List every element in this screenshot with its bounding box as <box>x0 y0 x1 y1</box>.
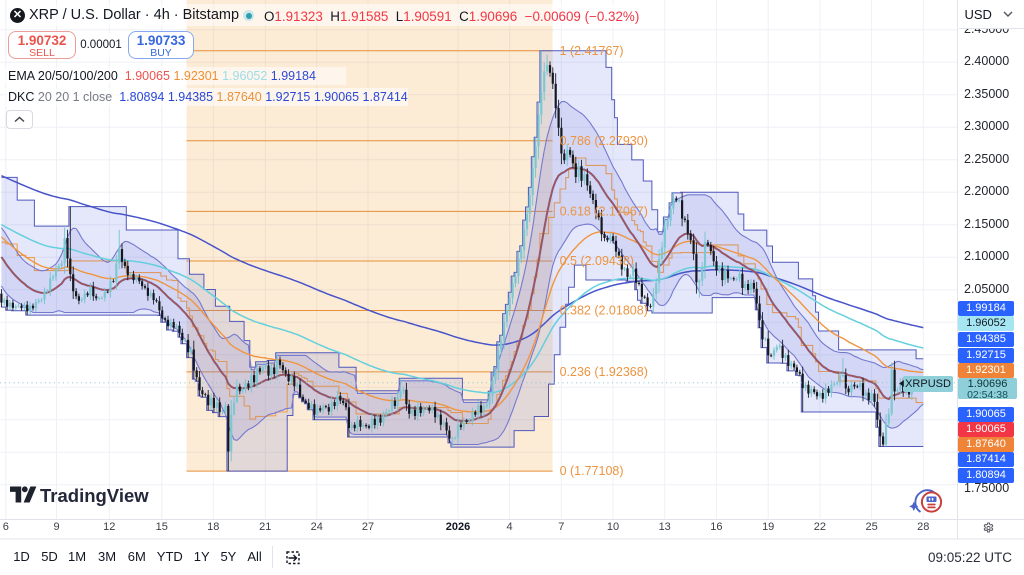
svg-text:0.5 (2.09438): 0.5 (2.09438) <box>560 254 634 268</box>
svg-text:1 (2.41767): 1 (2.41767) <box>560 44 624 58</box>
svg-text:0.786 (2.27930): 0.786 (2.27930) <box>560 134 648 148</box>
svg-text:0.236 (1.92368): 0.236 (1.92368) <box>560 365 648 379</box>
svg-text:TradingView: TradingView <box>40 485 149 506</box>
svg-text:0.382 (2.01808): 0.382 (2.01808) <box>560 304 648 318</box>
svg-text:0 (1.77108): 0 (1.77108) <box>560 464 624 478</box>
svg-text:0.618 (2.17067): 0.618 (2.17067) <box>560 204 648 218</box>
